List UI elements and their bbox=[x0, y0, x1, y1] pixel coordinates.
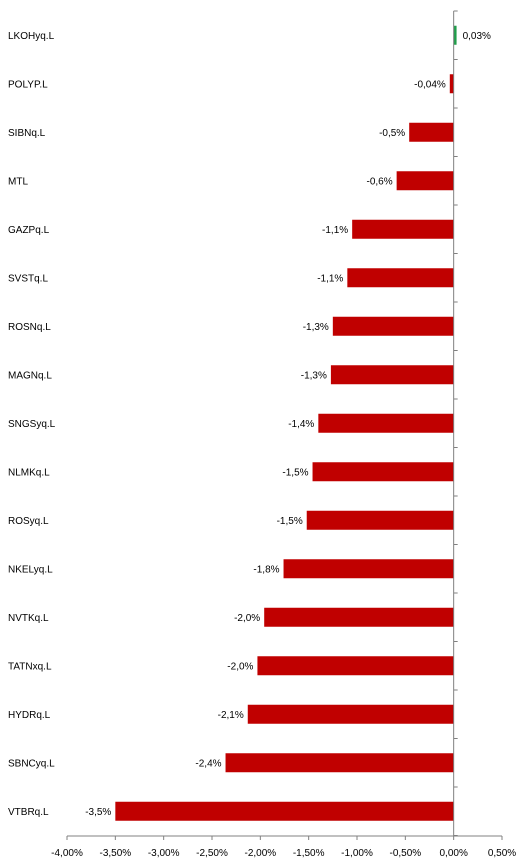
value-label: -2,4% bbox=[195, 758, 221, 769]
x-tick-label: -1,00% bbox=[341, 848, 373, 859]
value-label: -2,0% bbox=[227, 661, 253, 672]
category-label: SVSTq.L bbox=[8, 273, 48, 284]
category-label: ROSyq.L bbox=[8, 516, 49, 527]
bar-hydrq-l bbox=[247, 704, 454, 724]
value-label: -1,1% bbox=[317, 273, 343, 284]
value-label: -1,5% bbox=[282, 467, 308, 478]
bar-tatnxq-l bbox=[257, 656, 454, 676]
bar-nvtkq-l bbox=[264, 607, 454, 627]
category-label: NLMKq.L bbox=[8, 467, 50, 478]
category-label: SIBNq.L bbox=[8, 128, 46, 139]
value-label: -0,6% bbox=[367, 176, 393, 187]
x-tick-label: -3,00% bbox=[148, 848, 180, 859]
zero-axis bbox=[453, 10, 458, 836]
bar-sngsyq-l bbox=[318, 413, 454, 433]
value-label: 0,03% bbox=[463, 31, 491, 42]
x-tick-label: -3,50% bbox=[99, 848, 131, 859]
bar-rosnq-l bbox=[332, 316, 454, 336]
value-label: -1,3% bbox=[303, 322, 329, 333]
x-tick-label: -2,00% bbox=[244, 848, 276, 859]
bar-sbncyq-l bbox=[225, 753, 454, 773]
category-label: LKOHyq.L bbox=[8, 31, 55, 42]
value-label: -1,4% bbox=[288, 419, 314, 430]
x-axis: -4,00% -3,50% -3,00% -2,50% -2,00% -1,50% -1,0… bbox=[51, 835, 516, 859]
x-tick-label: 0,50% bbox=[488, 848, 516, 859]
bar-gazpq-l bbox=[352, 219, 454, 239]
value-labels: 0,03% -0,04% -0,5% -0,6% -1,1% -1,1% -1,3% -1,3… bbox=[85, 31, 491, 818]
category-label: NKELyq.L bbox=[8, 564, 53, 575]
value-label: -1,8% bbox=[253, 564, 279, 575]
value-label: -2,0% bbox=[234, 613, 260, 624]
bar-nkelyq-l bbox=[283, 559, 454, 579]
category-label: ROSNq.L bbox=[8, 322, 51, 333]
bar-lkohyq-l bbox=[453, 25, 457, 45]
value-label: -1,5% bbox=[277, 516, 303, 527]
category-label: MTL bbox=[8, 176, 28, 187]
value-label: -1,1% bbox=[322, 225, 348, 236]
category-label: GAZPq.L bbox=[8, 225, 50, 236]
bar-magnq-l bbox=[330, 365, 454, 385]
bar-vtbrq-l bbox=[115, 801, 454, 821]
bar-polyp-l bbox=[449, 74, 454, 94]
category-label: TATNxq.L bbox=[8, 661, 52, 672]
bar-mtl bbox=[396, 171, 454, 191]
bar-nlmkq-l bbox=[312, 462, 454, 482]
bar-sibnq-l bbox=[409, 122, 454, 142]
category-label: POLYP.L bbox=[8, 79, 48, 90]
x-tick-label: -0,50% bbox=[389, 848, 421, 859]
category-label: NVTKq.L bbox=[8, 613, 49, 624]
category-label: HYDRq.L bbox=[8, 710, 51, 721]
x-tick-label: -1,50% bbox=[293, 848, 325, 859]
bars-layer bbox=[115, 25, 457, 821]
x-tick-label: -2,50% bbox=[196, 848, 228, 859]
category-label: MAGNq.L bbox=[8, 370, 52, 381]
category-label: SBNCyq.L bbox=[8, 758, 55, 769]
value-label: -0,04% bbox=[414, 79, 446, 90]
x-tick-label: -4,00% bbox=[51, 848, 83, 859]
value-label: -1,3% bbox=[301, 370, 327, 381]
value-label: -0,5% bbox=[379, 128, 405, 139]
value-label: -3,5% bbox=[85, 807, 111, 818]
category-label: SNGSyq.L bbox=[8, 419, 56, 430]
category-labels: LKOHyq.L POLYP.L SIBNq.L MTL GAZPq.L SVSTq.L R… bbox=[8, 31, 56, 818]
bar-rosyq-l bbox=[306, 510, 454, 530]
bar-svstq-l bbox=[347, 268, 454, 288]
category-label: VTBRq.L bbox=[8, 807, 49, 818]
x-tick-label: 0,00% bbox=[439, 848, 467, 859]
value-label: -2,1% bbox=[218, 710, 244, 721]
